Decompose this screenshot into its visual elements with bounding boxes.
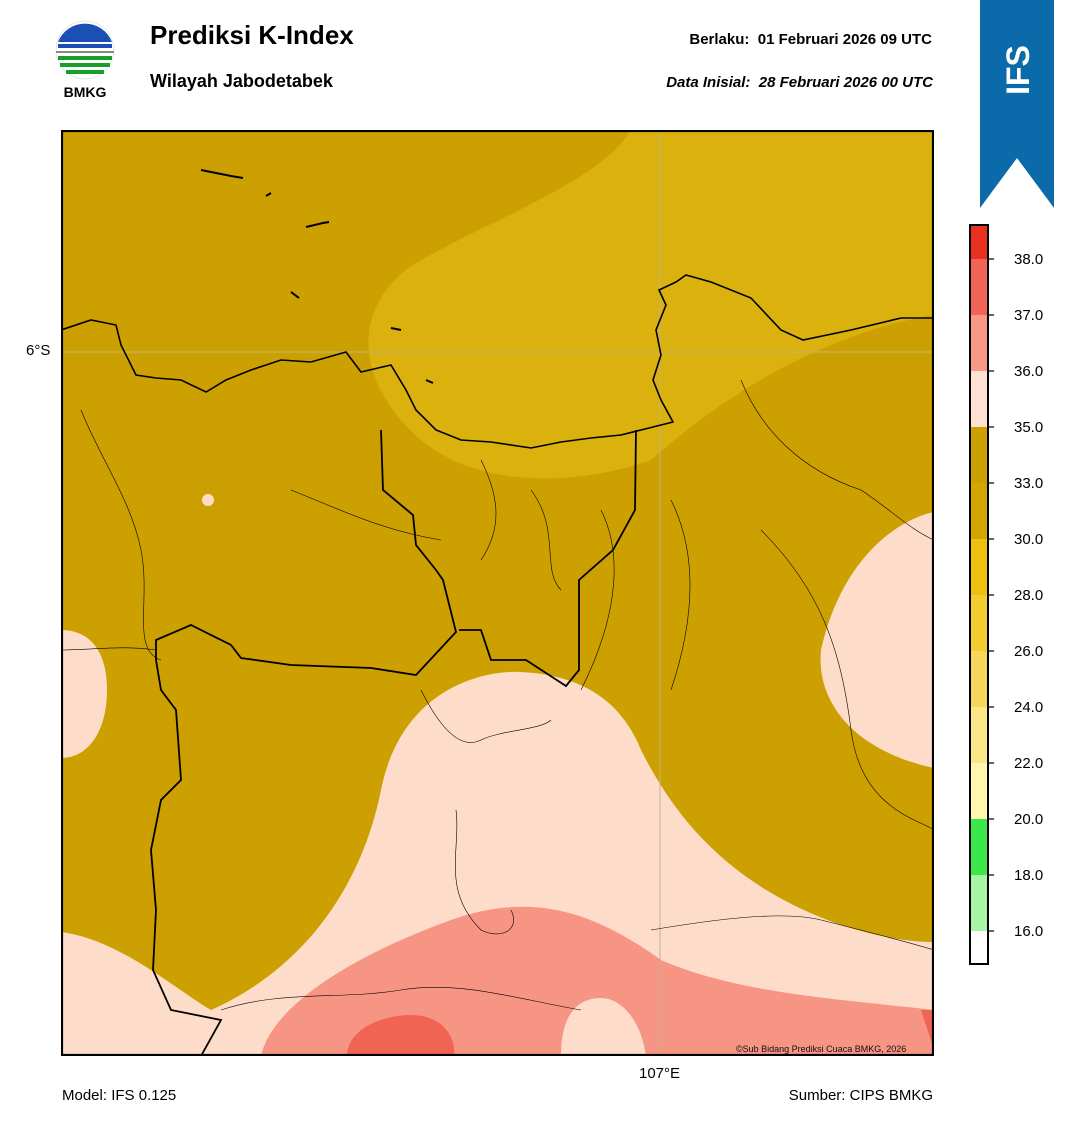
map-border bbox=[61, 130, 934, 1056]
province-border-east bbox=[459, 429, 637, 688]
field-k37-38-east bbox=[921, 1010, 934, 1050]
colorbar-swatch bbox=[970, 315, 988, 371]
field-k35-36-south bbox=[61, 671, 934, 1056]
colorbar-ticks: 38.0 37.0 36.0 35.0 33.0 30.0 28.0 26.0 24.0 22.0… bbox=[988, 251, 1043, 940]
colorbar-tick-label: 20.0 bbox=[1014, 811, 1043, 828]
k-index-map bbox=[61, 130, 934, 1056]
lat-label: 6°S bbox=[26, 342, 51, 359]
colorbar-tick-label: 35.0 bbox=[1014, 419, 1043, 436]
province-border-west bbox=[150, 429, 457, 1056]
field-k37-38 bbox=[347, 1015, 455, 1056]
colorbar-tick-label: 36.0 bbox=[1014, 363, 1043, 380]
colorbar-tick-label: 18.0 bbox=[1014, 867, 1043, 884]
colorbar-tick-label: 38.0 bbox=[1014, 251, 1043, 268]
colorbar-tick-label: 22.0 bbox=[1014, 755, 1043, 772]
valid-label: Berlaku: bbox=[689, 31, 750, 48]
colorbar-swatch bbox=[970, 875, 988, 931]
islands bbox=[200, 169, 434, 384]
colorbar-swatch bbox=[970, 427, 988, 483]
colorbar-tick-label: 24.0 bbox=[1014, 699, 1043, 716]
source-label: Sumber: CIPS BMKG bbox=[788, 1087, 933, 1104]
init-label: Data Inisial: bbox=[666, 74, 751, 91]
colorbar-swatch bbox=[970, 371, 988, 427]
lon-label: 107°E bbox=[639, 1065, 681, 1082]
logo-text: BMKG bbox=[64, 84, 107, 100]
colorbar-tick-label: 37.0 bbox=[1014, 307, 1043, 324]
colorbar-swatch bbox=[970, 259, 988, 315]
field-k35-36-pocket bbox=[561, 998, 646, 1056]
colorbar-swatch bbox=[970, 763, 988, 819]
model-label: Model: IFS 0.125 bbox=[62, 1087, 177, 1104]
field-k35-36-west bbox=[61, 630, 107, 758]
colorbar-swatch bbox=[970, 707, 988, 763]
ifs-badge-text: IFS bbox=[1000, 45, 1036, 95]
page-subtitle: Wilayah Jabodetabek bbox=[150, 71, 333, 91]
ifs-badge: IFS bbox=[980, 0, 1054, 208]
coastline bbox=[61, 274, 934, 449]
field-k35-36-spot bbox=[202, 494, 214, 506]
page-title: Prediksi K-Index bbox=[150, 20, 354, 50]
colorbar: 38.0 37.0 36.0 35.0 33.0 30.0 28.0 26.0 24.0 22.0… bbox=[969, 224, 1043, 965]
init-time: Data Inisial: 28 Februari 2026 00 UTC bbox=[666, 74, 933, 91]
valid-time: Berlaku: 01 Februari 2026 09 UTC bbox=[689, 31, 932, 48]
colorbar-swatch bbox=[970, 595, 988, 651]
colorbar-swatch bbox=[970, 651, 988, 707]
regency-borders bbox=[61, 379, 934, 1011]
colorbar-tick-label: 16.0 bbox=[1014, 923, 1043, 940]
bmkg-logo: BMKG bbox=[55, 20, 115, 100]
colorbar-swatch bbox=[970, 819, 988, 875]
map-credit: ©Sub Bidang Prediksi Cuaca BMKG, 2026 bbox=[736, 1044, 907, 1054]
colorbar-tick-label: 28.0 bbox=[1014, 587, 1043, 604]
init-value: 28 Februari 2026 00 UTC bbox=[758, 74, 933, 91]
colorbar-tick-label: 33.0 bbox=[1014, 475, 1043, 492]
colorbar-swatch bbox=[970, 483, 988, 539]
field-k28-30 bbox=[368, 130, 934, 479]
field-k35-36-east bbox=[820, 512, 934, 768]
valid-value: 01 Februari 2026 09 UTC bbox=[757, 31, 932, 48]
colorbar-tick-label: 26.0 bbox=[1014, 643, 1043, 660]
colorbar-tick-label: 30.0 bbox=[1014, 531, 1043, 548]
colorbar-swatch bbox=[970, 539, 988, 595]
colorbar-swatch bbox=[970, 931, 988, 964]
colorbar-swatches bbox=[970, 225, 988, 964]
colorbar-swatch bbox=[970, 225, 988, 259]
